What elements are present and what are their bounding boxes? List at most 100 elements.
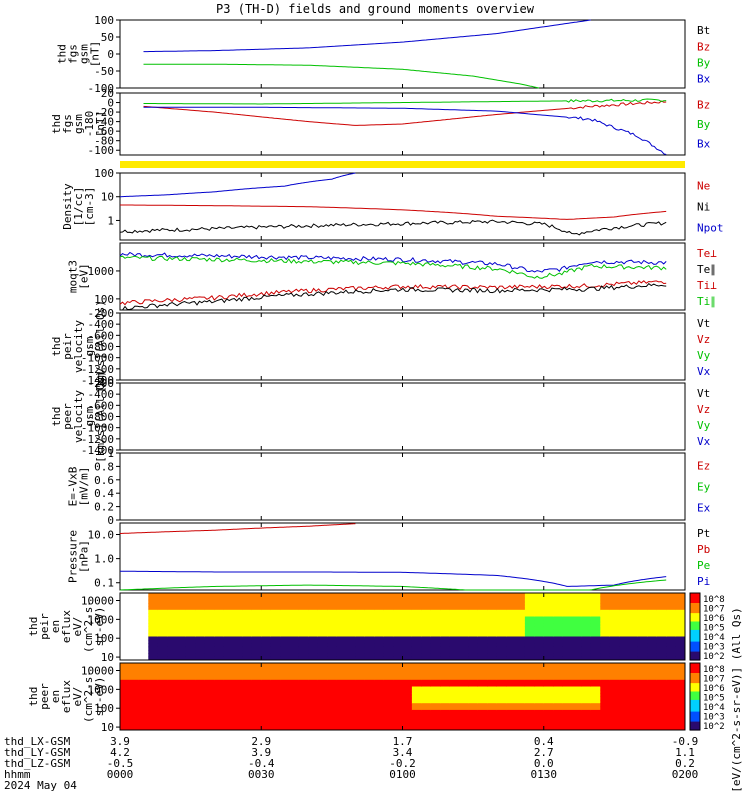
heatmap-cell xyxy=(487,726,498,731)
heatmap-cell xyxy=(600,686,611,691)
heatmap-cell xyxy=(393,676,403,681)
heatmap-cell xyxy=(374,669,385,674)
heatmap-cell xyxy=(346,639,356,644)
heatmap-cell xyxy=(280,706,290,711)
heatmap-cell xyxy=(223,693,234,697)
heatmap-cell xyxy=(562,693,573,697)
heatmap-cell xyxy=(317,626,328,631)
heatmap-cell xyxy=(261,646,272,651)
heatmap-cell xyxy=(628,693,639,697)
heatmap-cell xyxy=(167,693,177,697)
legend-entry: Ez xyxy=(697,459,710,472)
heatmap-cell xyxy=(468,706,479,711)
heatmap-cell xyxy=(459,716,469,721)
heatmap-cell xyxy=(129,723,140,728)
heatmap-cell xyxy=(148,653,159,658)
y-tick-label: 50 xyxy=(101,31,114,44)
heatmap-cell xyxy=(562,606,573,611)
heatmap-cell xyxy=(553,703,564,708)
heatmap-cell xyxy=(666,616,677,621)
heatmap-cell xyxy=(506,686,516,691)
heatmap-cell xyxy=(298,646,309,651)
heatmap-cell xyxy=(364,653,375,658)
heatmap-cell xyxy=(524,686,535,691)
heatmap-cell xyxy=(609,606,620,611)
heatmap-cell xyxy=(308,653,319,658)
heatmap-cell xyxy=(600,720,611,724)
heatmap-cell xyxy=(242,693,253,697)
colorbar-tick-label: 10^2 xyxy=(703,722,725,732)
heatmap-cell xyxy=(421,603,432,607)
heatmap-cell xyxy=(233,676,243,681)
heatmap-cell xyxy=(637,596,648,601)
heatmap-cell xyxy=(421,619,432,624)
colorbar-cell xyxy=(690,626,700,629)
heatmap-cell xyxy=(440,663,451,667)
heatmap-cell xyxy=(355,683,366,687)
heatmap-cell xyxy=(355,723,366,728)
heatmap-cell xyxy=(167,696,177,701)
heatmap-cell xyxy=(515,686,526,691)
heatmap-cell xyxy=(421,639,432,644)
heatmap-cell xyxy=(261,643,272,648)
heatmap-cell xyxy=(251,619,262,624)
heatmap-cell xyxy=(157,706,168,711)
heatmap-cell xyxy=(581,666,592,671)
heatmap-cell xyxy=(553,643,564,648)
heatmap-cell xyxy=(148,696,159,701)
heatmap-cell xyxy=(656,650,667,654)
series-line-By xyxy=(143,98,667,105)
heatmap-cell xyxy=(308,676,319,681)
heatmap-cell xyxy=(675,606,686,611)
y-tick-label: 1 xyxy=(107,214,114,227)
heatmap-cell xyxy=(647,699,658,704)
heatmap-cell xyxy=(609,693,620,697)
heatmap-cell xyxy=(468,650,479,654)
heatmap-cell xyxy=(195,706,206,711)
heatmap-cell xyxy=(148,626,159,631)
heatmap-cell xyxy=(421,656,432,661)
heatmap-cell xyxy=(675,679,686,684)
heatmap-cell xyxy=(590,723,601,728)
y-tick-label: 100 xyxy=(94,14,114,27)
heatmap-cell xyxy=(167,723,177,728)
heatmap-cell xyxy=(289,693,300,697)
heatmap-cell xyxy=(647,593,658,597)
heatmap-cell xyxy=(393,633,403,638)
heatmap-cell xyxy=(204,636,215,641)
heatmap-cell xyxy=(515,643,526,648)
heatmap-cell xyxy=(204,720,215,724)
heatmap-cell xyxy=(619,673,629,677)
heatmap-cell xyxy=(308,673,319,677)
heatmap-cell xyxy=(553,669,564,674)
heatmap-cell xyxy=(506,679,516,684)
heatmap-cell xyxy=(148,716,159,721)
y-tick-label: -1000 xyxy=(81,422,114,435)
heatmap-cell xyxy=(619,650,629,654)
heatmap-cell xyxy=(534,723,545,728)
heatmap-cell xyxy=(590,650,601,654)
heatmap-cell xyxy=(336,643,347,648)
heatmap-cell xyxy=(355,636,366,641)
heatmap-cell xyxy=(242,683,253,687)
heatmap-cell xyxy=(590,720,601,724)
heatmap-cell xyxy=(534,656,545,661)
heatmap-cell xyxy=(327,709,338,714)
heatmap-cell xyxy=(383,696,394,701)
heatmap-cell xyxy=(647,676,658,681)
heatmap-cell xyxy=(581,676,592,681)
heatmap-cell xyxy=(619,696,629,701)
heatmap-cell xyxy=(355,633,366,638)
heatmap-cell xyxy=(487,639,498,644)
heatmap-cell xyxy=(355,696,366,701)
heatmap-cell xyxy=(280,689,290,694)
heatmap-cell xyxy=(374,629,385,634)
heatmap-cell xyxy=(600,666,611,671)
heatmap-cell xyxy=(534,633,545,638)
heatmap-cell xyxy=(534,663,545,667)
heatmap-cell xyxy=(543,643,554,648)
heatmap-cell xyxy=(251,689,262,694)
colorbar-cell xyxy=(690,634,700,638)
heatmap-cell xyxy=(590,676,601,681)
heatmap-cell xyxy=(590,613,601,617)
